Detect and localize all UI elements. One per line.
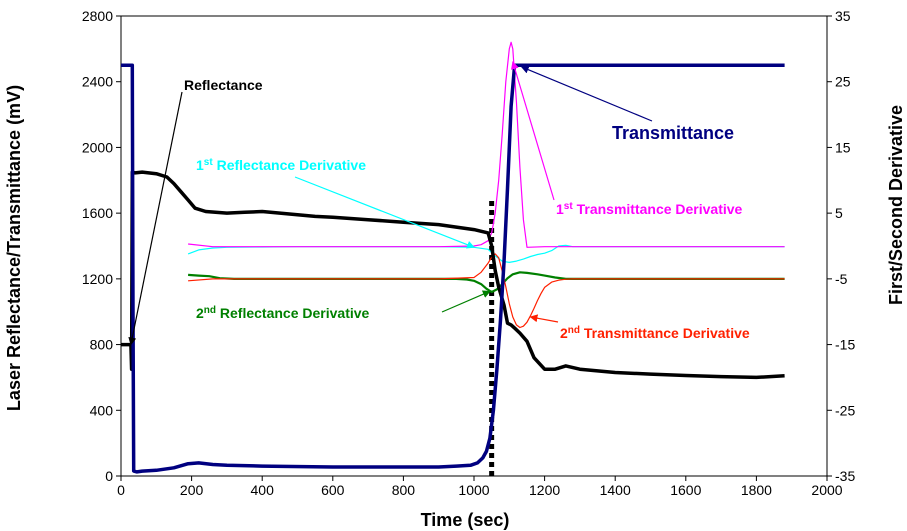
y2-tick-label: -5: [835, 271, 848, 287]
series-layer: [121, 41, 785, 474]
y2-tick-label: -35: [835, 468, 855, 484]
annotation-label: 2nd Reflectance Derivative: [196, 305, 370, 322]
series-line-reflectance: [121, 170, 785, 380]
y2-tick-label: 5: [835, 205, 843, 221]
annotation-second-reflectance-derivative: 2nd Reflectance Derivative: [196, 290, 491, 322]
annotation-arrow: [441, 290, 491, 313]
annotation-arrow: [294, 176, 475, 249]
y2-tick-label: 25: [835, 74, 851, 90]
x-tick-label: 800: [392, 482, 416, 498]
x-tick-label: 1000: [458, 482, 489, 498]
y-tick-label: 0: [105, 468, 113, 484]
x-tick-label: 1200: [529, 482, 560, 498]
y-tick-label: 2800: [82, 8, 113, 24]
y2-axis-title: First/Second Derivative: [886, 105, 906, 305]
annotation-label: 1st Reflectance Derivative: [196, 157, 366, 174]
x-tick-label: 200: [180, 482, 204, 498]
y-axis-title: Laser Reflectance/Transmittance (mV): [4, 85, 24, 411]
annotation-arrow: [128, 91, 183, 346]
annotation-arrow: [520, 65, 653, 122]
series-line-1st-transmittance-derivative: [188, 41, 785, 248]
y-tick-label: 400: [90, 402, 114, 418]
x-tick-label: 1800: [741, 482, 772, 498]
annotation-reflectance: Reflectance: [128, 77, 263, 346]
annotation-label: 1st Transmittance Derivative: [556, 201, 743, 218]
y2-tick-label: 15: [835, 139, 851, 155]
series-line-2nd-transmittance-derivative: [188, 253, 785, 329]
annotation-arrow: [510, 61, 555, 201]
x-axis-title: Time (sec): [421, 510, 510, 530]
x-tick-label: 600: [321, 482, 345, 498]
y2-tick-label: -25: [835, 402, 855, 418]
annotation-layer: Reflectance Transmittance 1st Reflectance …: [128, 61, 750, 346]
annotation-second-transmittance-derivative: 2nd Transmittance Derivative: [529, 314, 750, 342]
x-tick-label: 1400: [600, 482, 631, 498]
x-tick-label: 400: [251, 482, 275, 498]
x-tick-label: 1600: [670, 482, 701, 498]
annotation-label: Transmittance: [612, 123, 734, 143]
annotation-first-reflectance-derivative: 1st Reflectance Derivative: [196, 157, 475, 249]
y-tick-label: 1200: [82, 271, 113, 287]
annotation-transmittance: Transmittance: [520, 65, 734, 143]
y-tick-label: 2400: [82, 74, 113, 90]
y2-tick-label: 35: [835, 8, 851, 24]
y2-tick-label: -15: [835, 337, 855, 353]
x-tick-label: 2000: [811, 482, 842, 498]
annotation-first-transmittance-derivative: 1st Transmittance Derivative: [510, 61, 743, 218]
series-line-2nd-reflectance-derivative: [188, 271, 785, 294]
annotation-label: Reflectance: [184, 77, 263, 93]
x-tick-label: 0: [117, 482, 125, 498]
annotation-label: 2nd Transmittance Derivative: [560, 325, 750, 342]
axes: 0 200 400 600 800 1000 1200 1400 1600 1800 2000 0 40…: [82, 8, 856, 498]
y-tick-label: 1600: [82, 205, 113, 221]
series-line-1st-reflectance-derivative: [187, 244, 785, 263]
y-tick-label: 800: [90, 337, 114, 353]
annotation-arrow: [529, 314, 559, 323]
y-tick-label: 2000: [82, 139, 113, 155]
